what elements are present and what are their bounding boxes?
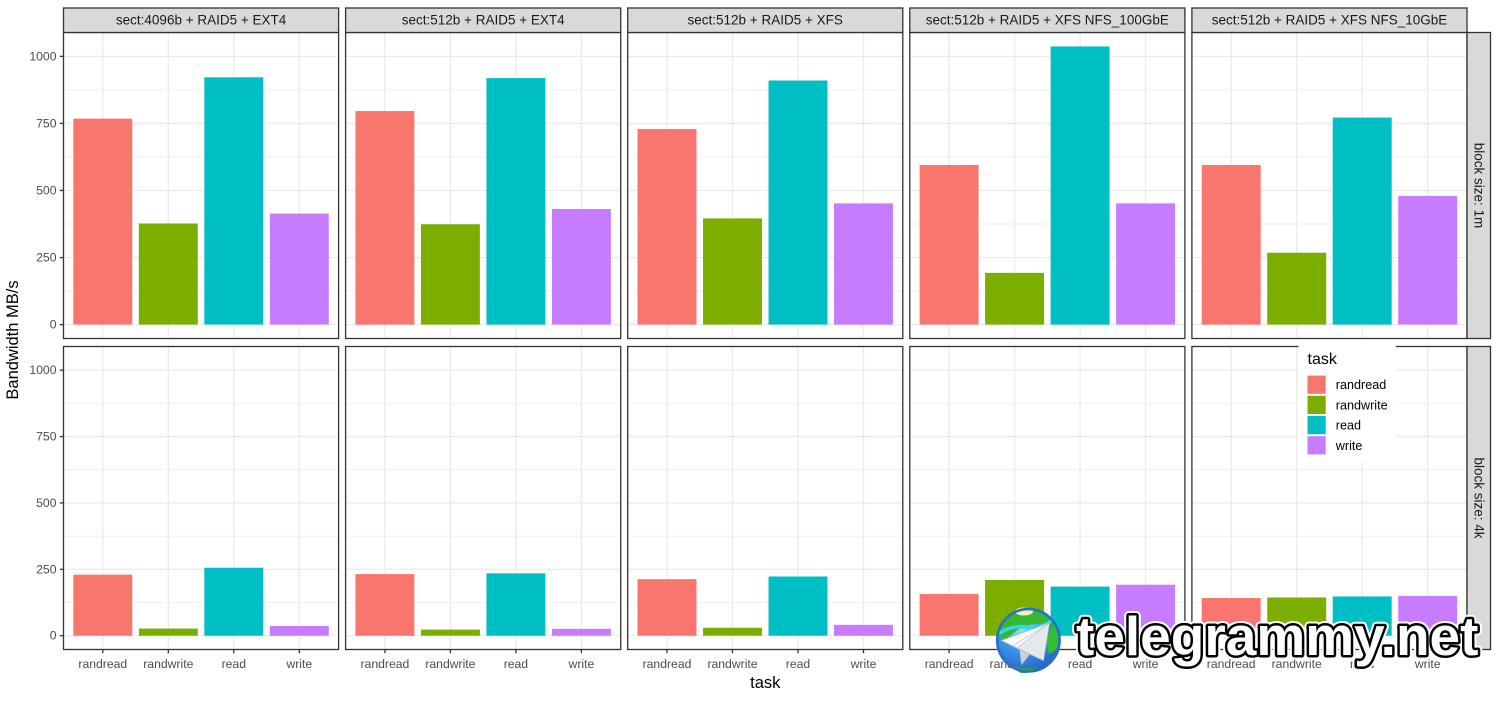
svg-text:write: write — [1414, 657, 1441, 671]
svg-text:0: 0 — [50, 318, 57, 332]
svg-text:sect:512b + RAID5 + EXT4: sect:512b + RAID5 + EXT4 — [402, 13, 565, 28]
svg-text:read: read — [1350, 657, 1374, 671]
svg-text:write: write — [1335, 439, 1363, 453]
svg-text:read: read — [786, 657, 810, 671]
svg-text:block size: 1m: block size: 1m — [1471, 143, 1486, 229]
svg-text:1000: 1000 — [29, 49, 56, 63]
svg-text:randwrite: randwrite — [707, 657, 757, 671]
svg-text:randread: randread — [1336, 378, 1386, 392]
svg-text:task: task — [750, 674, 781, 692]
svg-text:telegrammy.net: telegrammy.net — [1076, 605, 1478, 667]
svg-text:0: 0 — [50, 629, 57, 643]
svg-text:sect:512b + RAID5 + XFS NFS_10: sect:512b + RAID5 + XFS NFS_100GbE — [926, 13, 1169, 28]
svg-text:randwrite: randwrite — [1272, 657, 1322, 671]
svg-text:read: read — [504, 657, 528, 671]
svg-text:randwrite: randwrite — [1336, 398, 1388, 412]
svg-text:250: 250 — [36, 562, 57, 576]
svg-text:Bandwidth MB/s: Bandwidth MB/s — [4, 280, 22, 399]
svg-text:500: 500 — [36, 183, 57, 197]
svg-text:randread: randread — [78, 657, 127, 671]
svg-text:read: read — [1068, 657, 1092, 671]
svg-text:read: read — [1336, 419, 1361, 433]
svg-text:block size: 4k: block size: 4k — [1471, 457, 1486, 538]
svg-text:sect:512b + RAID5 + XFS: sect:512b + RAID5 + XFS — [688, 13, 843, 28]
svg-text:read: read — [222, 657, 246, 671]
svg-text:750: 750 — [36, 430, 57, 444]
svg-text:500: 500 — [36, 496, 57, 510]
svg-text:sect:512b + RAID5 + XFS NFS_10: sect:512b + RAID5 + XFS NFS_10GbE — [1212, 13, 1448, 28]
svg-text:randwrite: randwrite — [425, 657, 475, 671]
svg-text:write: write — [285, 657, 312, 671]
svg-text:randread: randread — [925, 657, 974, 671]
svg-text:telegrammy.net: telegrammy.net — [1076, 605, 1478, 667]
svg-text:randwrite: randwrite — [143, 657, 193, 671]
svg-text:250: 250 — [36, 251, 57, 265]
svg-text:write: write — [568, 657, 595, 671]
svg-text:write: write — [850, 657, 877, 671]
svg-text:task: task — [1308, 351, 1338, 368]
svg-text:1000: 1000 — [29, 363, 56, 377]
svg-text:randread: randread — [643, 657, 692, 671]
svg-text:randread: randread — [1207, 657, 1256, 671]
svg-text:sect:4096b + RAID5 + EXT4: sect:4096b + RAID5 + EXT4 — [116, 13, 287, 28]
svg-text:750: 750 — [36, 116, 57, 130]
svg-text:randread: randread — [361, 657, 410, 671]
svg-text:write: write — [1132, 657, 1159, 671]
